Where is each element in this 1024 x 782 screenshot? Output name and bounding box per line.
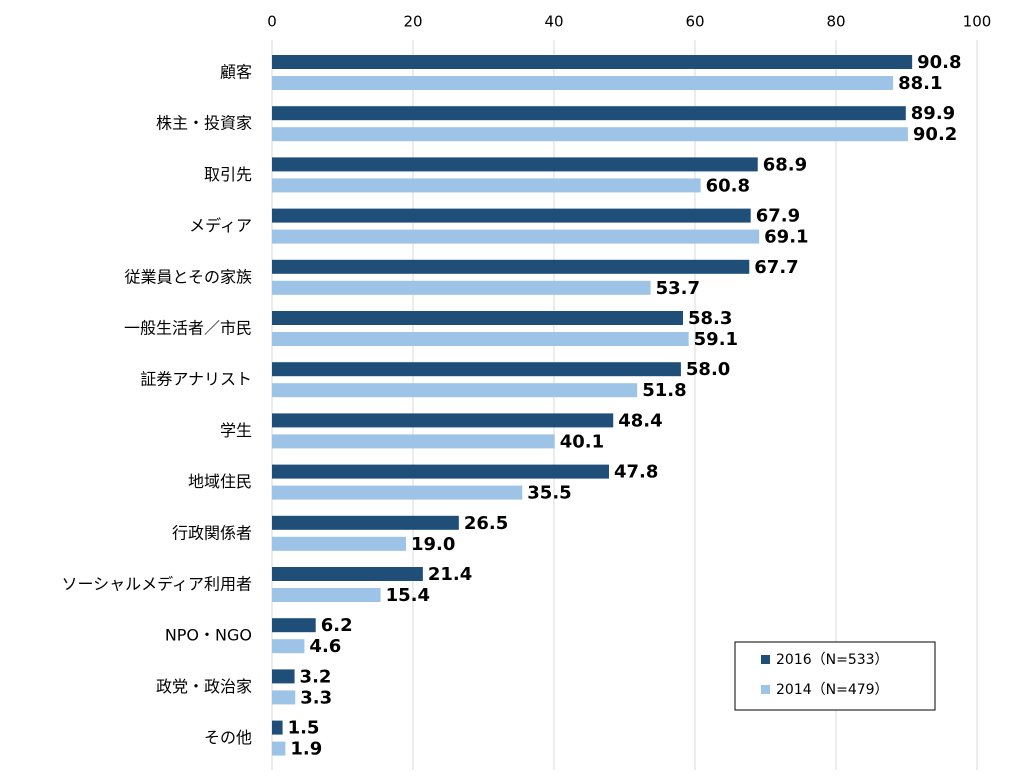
bar <box>272 229 760 244</box>
value-label: 68.9 <box>763 154 807 175</box>
value-label: 69.1 <box>764 227 808 248</box>
bar <box>272 618 316 633</box>
value-label: 6.2 <box>321 615 353 636</box>
value-label: 40.1 <box>560 431 604 452</box>
bar <box>272 536 406 551</box>
legend-label: 2014（N=479） <box>776 682 889 698</box>
x-tick-label: 0 <box>267 13 277 31</box>
x-tick-label: 60 <box>685 13 704 31</box>
bar <box>272 208 751 223</box>
category-label: 従業員とその家族 <box>124 267 252 286</box>
bar <box>272 434 555 449</box>
category-label: 株主・投資家 <box>156 114 252 133</box>
category-label: 取引先 <box>204 165 252 184</box>
x-tick-label: 40 <box>544 13 563 31</box>
value-label: 21.4 <box>428 564 472 585</box>
value-label: 15.4 <box>386 585 430 606</box>
category-label: ソーシャルメディア利用者 <box>61 575 252 594</box>
bar <box>272 639 305 654</box>
value-label: 1.5 <box>288 718 320 739</box>
bar <box>272 76 894 90</box>
bar <box>272 588 381 602</box>
value-label: 48.4 <box>618 410 662 431</box>
bar <box>272 106 906 121</box>
value-label: 53.7 <box>656 278 700 299</box>
value-label: 90.8 <box>917 52 961 73</box>
value-label: 35.5 <box>527 483 571 504</box>
legend-label: 2016（N=533） <box>776 652 889 668</box>
bar <box>272 362 681 377</box>
bar <box>272 55 913 69</box>
value-label: 89.9 <box>911 103 955 124</box>
bar <box>272 464 609 479</box>
bar <box>272 157 758 172</box>
bar <box>272 567 423 581</box>
category-label: その他 <box>204 728 252 747</box>
value-label: 67.9 <box>756 206 800 227</box>
value-label: 58.3 <box>688 308 732 329</box>
bar <box>272 280 651 295</box>
bar <box>272 485 523 500</box>
bar <box>272 259 750 274</box>
category-label: 顧客 <box>220 63 252 82</box>
bar <box>272 311 684 325</box>
value-label: 3.3 <box>300 687 332 708</box>
x-tick-label: 100 <box>963 13 992 31</box>
value-label: 88.1 <box>898 73 942 94</box>
legend-swatch <box>761 685 770 694</box>
value-label: 26.5 <box>464 513 508 534</box>
category-label: メディア <box>189 216 252 235</box>
value-label: 51.8 <box>642 380 686 401</box>
value-label: 3.2 <box>300 666 332 687</box>
value-label: 67.7 <box>754 257 798 278</box>
value-label: 19.0 <box>411 534 455 555</box>
x-tick-label: 80 <box>826 13 845 31</box>
value-label: 47.8 <box>614 462 658 483</box>
value-label: 60.8 <box>706 175 750 196</box>
bar <box>272 669 295 684</box>
value-label: 1.9 <box>290 739 322 760</box>
x-tick-label: 20 <box>403 13 422 31</box>
bar <box>272 741 286 756</box>
value-label: 58.0 <box>686 359 730 380</box>
category-label: 証券アナリスト <box>140 370 252 389</box>
category-label: 地域住民 <box>188 472 252 491</box>
category-label: NPO・NGO <box>165 626 252 645</box>
category-label: 政党・政治家 <box>156 677 252 696</box>
category-label: 一般生活者／市民 <box>124 319 252 338</box>
bar <box>272 690 296 705</box>
bar <box>272 515 459 530</box>
category-label: 学生 <box>220 421 252 440</box>
bar <box>272 178 701 193</box>
category-label: 行政関係者 <box>172 523 252 542</box>
value-label: 59.1 <box>694 329 738 350</box>
bar <box>272 127 908 142</box>
value-label: 4.6 <box>309 636 341 657</box>
legend-swatch <box>761 655 770 664</box>
bar <box>272 332 689 346</box>
bar <box>272 720 283 735</box>
legend-box <box>734 641 936 711</box>
value-label: 90.2 <box>913 124 957 145</box>
bar <box>272 413 614 428</box>
bar <box>272 383 638 398</box>
